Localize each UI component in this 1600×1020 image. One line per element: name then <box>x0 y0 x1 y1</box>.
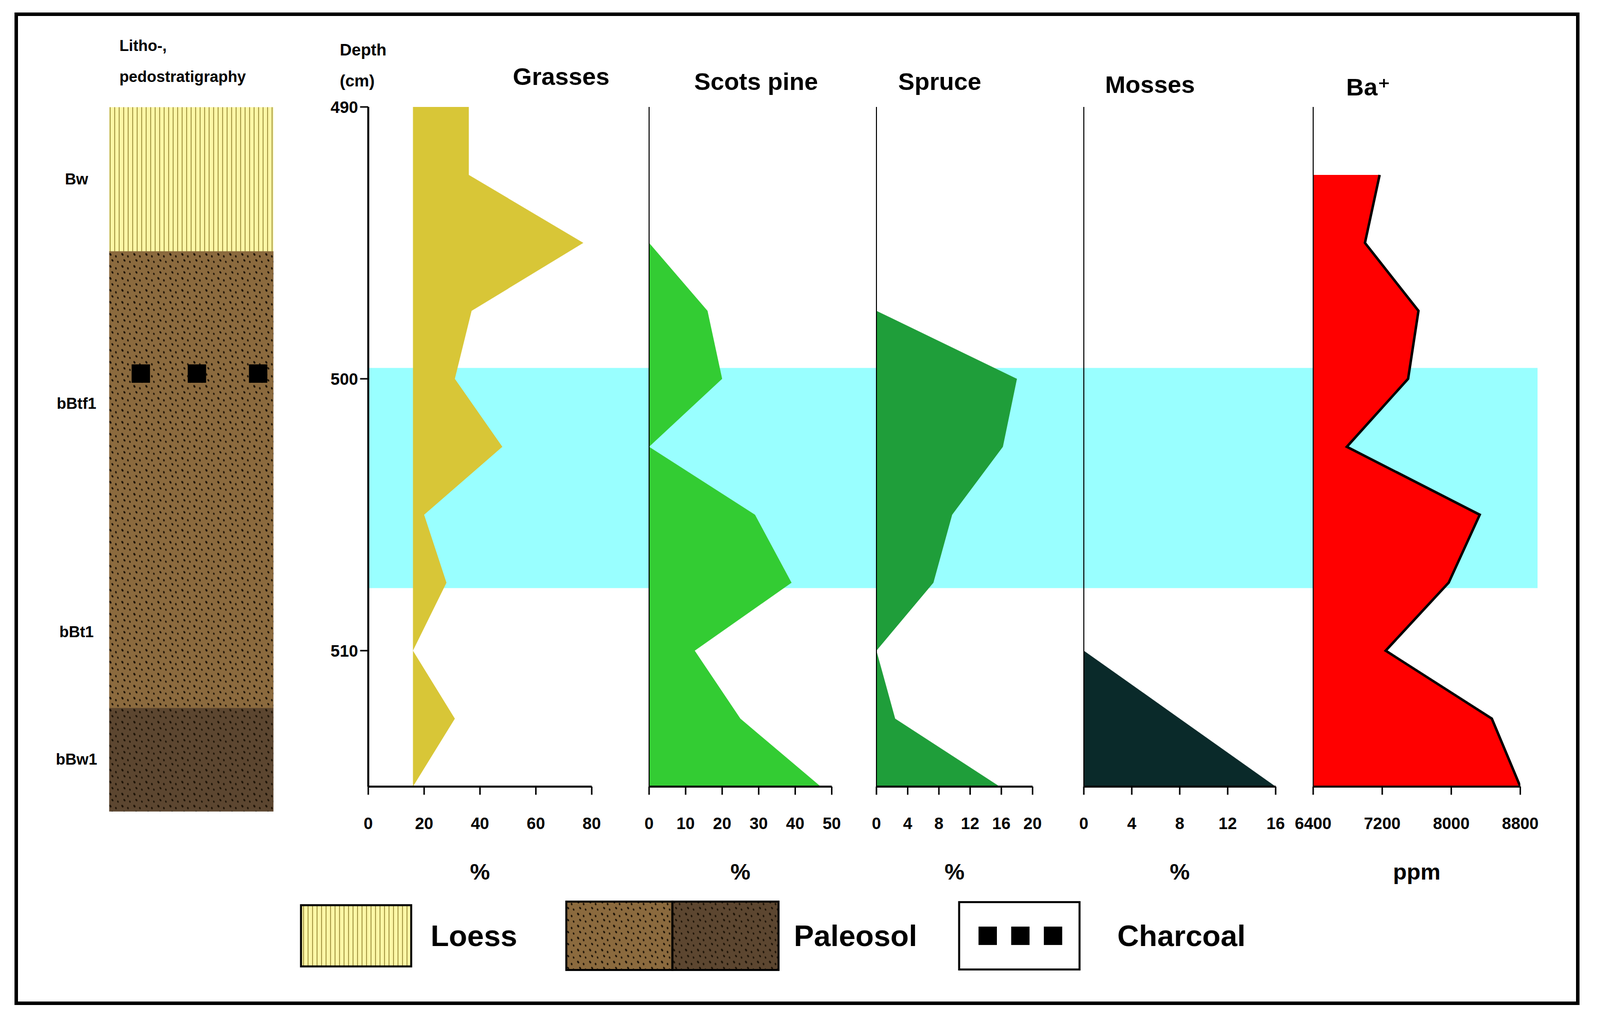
svg-text:0: 0 <box>1078 813 1088 833</box>
svg-text:Loess: Loess <box>430 918 518 953</box>
svg-text:pedostratigraphy: pedostratigraphy <box>119 67 247 86</box>
html-text:Depth: Depth <box>339 40 387 60</box>
svg-text:16: 16 <box>992 813 1011 833</box>
svg-text:%: % <box>470 858 491 885</box>
svg-text:0: 0 <box>363 813 373 833</box>
svg-text:40: 40 <box>786 813 805 833</box>
html-text:(cm): (cm) <box>339 71 375 90</box>
html-text:Scots pine: Scots pine <box>694 68 818 96</box>
svg-text:8: 8 <box>1174 813 1184 833</box>
svg-text:bBw1: bBw1 <box>55 750 98 769</box>
svg-text:60: 60 <box>526 813 546 833</box>
svg-text:490: 490 <box>330 97 359 117</box>
svg-text:Bw: Bw <box>64 170 89 188</box>
svg-text:510: 510 <box>330 641 359 661</box>
svg-text:Paleosol: Paleosol <box>794 918 918 953</box>
html-text:Grasses: Grasses <box>512 63 610 90</box>
svg-text:%: % <box>944 858 965 885</box>
svg-text:4: 4 <box>902 813 913 833</box>
svg-text:bBt1: bBt1 <box>59 623 94 641</box>
svg-text:bBtf1: bBtf1 <box>56 394 97 413</box>
html-text:Mosses: Mosses <box>1105 71 1195 99</box>
svg-text:20: 20 <box>713 813 732 833</box>
svg-text:20: 20 <box>1023 813 1042 833</box>
svg-text:16: 16 <box>1266 813 1285 833</box>
svg-text:8000: 8000 <box>1433 813 1470 833</box>
html-text:Ba⁺: Ba⁺ <box>1346 73 1391 100</box>
svg-text:%: % <box>1169 858 1190 885</box>
svg-text:0: 0 <box>871 813 881 833</box>
svg-text:12: 12 <box>1218 813 1237 833</box>
svg-text:%: % <box>730 858 751 885</box>
svg-text:4: 4 <box>1126 813 1137 833</box>
svg-text:Charcoal: Charcoal <box>1117 918 1246 953</box>
svg-text:20: 20 <box>415 813 434 833</box>
svg-text:500: 500 <box>330 369 359 389</box>
svg-text:ppm: ppm <box>1393 858 1441 885</box>
svg-text:8: 8 <box>934 813 944 833</box>
svg-text:10: 10 <box>676 813 695 833</box>
svg-text:Litho-,: Litho-, <box>119 36 167 55</box>
svg-text:80: 80 <box>582 813 602 833</box>
svg-text:0: 0 <box>644 813 654 833</box>
svg-text:7200: 7200 <box>1364 813 1401 833</box>
svg-text:50: 50 <box>822 813 841 833</box>
svg-text:8800: 8800 <box>1502 813 1539 833</box>
svg-text:30: 30 <box>749 813 769 833</box>
html-text:Spruce: Spruce <box>898 68 982 96</box>
svg-text:12: 12 <box>960 813 980 833</box>
svg-text:40: 40 <box>470 813 490 833</box>
svg-text:6400: 6400 <box>1294 813 1332 833</box>
